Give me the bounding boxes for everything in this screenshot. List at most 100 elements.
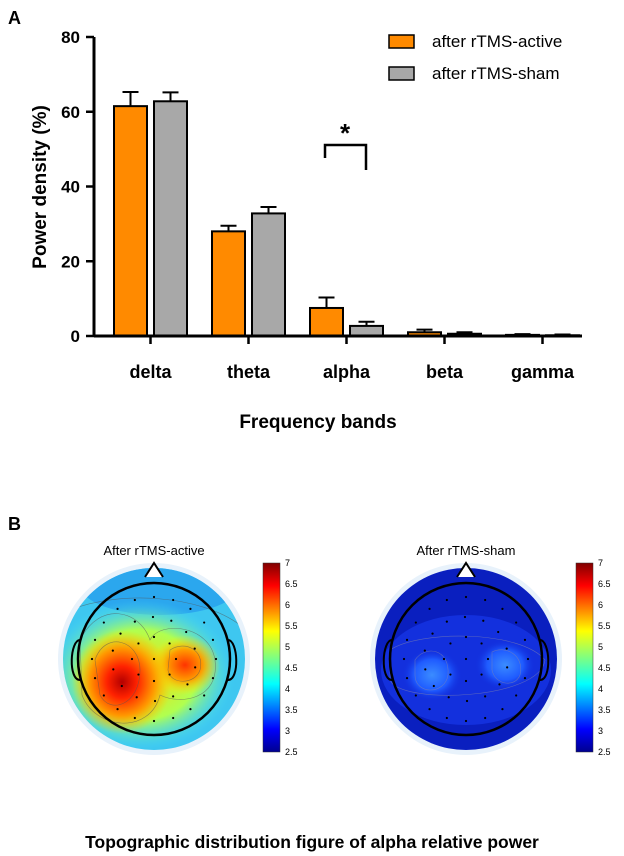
error-bar-theta-active	[220, 224, 237, 232]
colorbar-tick-label: 6.5	[285, 579, 298, 589]
electrode-dot	[515, 621, 518, 624]
bar-alpha-sham	[349, 324, 384, 338]
electrode-dot	[111, 649, 114, 652]
error-bar-beta-active	[416, 328, 433, 333]
legend-label-sham: after rTMS-sham	[432, 64, 560, 83]
colorbar-tick-label: 6	[285, 600, 290, 610]
electrode-dot	[172, 716, 175, 720]
electrode-dot	[424, 668, 427, 671]
colorbar-tick-label: 7	[285, 558, 290, 568]
bar-theta-active	[211, 230, 246, 338]
bar-theta-sham	[251, 212, 286, 337]
electrode-dot	[405, 638, 409, 641]
colorbar-tick-label: 3.5	[598, 705, 611, 715]
electrode-dot	[464, 679, 468, 683]
colorbar-tick-label: 5	[598, 642, 603, 652]
x-axis-label: Frequency bands	[239, 412, 396, 433]
colorbar-tick-label: 2.5	[598, 747, 611, 757]
x-tick-label-gamma: gamma	[511, 362, 575, 382]
electrode-dot	[203, 694, 206, 697]
electrode-dot	[432, 684, 435, 688]
electrode-dot	[152, 679, 156, 683]
electrode-dot	[151, 615, 155, 619]
electrode-dot	[442, 657, 446, 661]
electrode-dot	[193, 647, 196, 650]
x-tick-label-alpha: alpha	[323, 362, 371, 382]
electrode-dot	[523, 677, 527, 680]
electrode-dot	[414, 694, 417, 697]
electrode-dot	[174, 657, 178, 661]
electrode-dot	[211, 677, 215, 680]
electrode-dot	[152, 635, 156, 639]
electrode-dot	[486, 657, 490, 661]
colorbar-tick-label: 5.5	[598, 621, 611, 631]
bar-delta-active	[113, 105, 148, 337]
electrode-dot	[116, 708, 119, 711]
x-tick-label-delta: delta	[129, 362, 172, 382]
x-tick-label-beta: beta	[426, 362, 464, 382]
electrode-dot	[445, 598, 448, 602]
electrode-dot	[133, 620, 136, 623]
significance-bracket	[323, 143, 368, 170]
electrode-dot	[152, 657, 156, 661]
figure-caption: Topographic distribution figure of alpha…	[85, 832, 539, 852]
electrode-dot	[112, 668, 115, 671]
panel-a-label: A	[8, 8, 21, 28]
electrode-dot	[211, 638, 215, 641]
legend-swatch-sham	[388, 66, 415, 81]
electrode-dot	[186, 683, 189, 686]
electrode-dot	[414, 621, 417, 624]
electrode-dot	[523, 638, 527, 641]
topomap-sham	[370, 561, 562, 755]
colorbar-sham	[575, 562, 594, 753]
electrode-dot	[480, 642, 483, 645]
electrode-dot	[480, 673, 483, 676]
electrode-dot	[119, 632, 122, 635]
topomap-title-sham: After rTMS-sham	[417, 543, 516, 558]
electrode-dot	[203, 621, 206, 624]
error-bar-beta-sham	[456, 331, 473, 334]
electrode-dot	[484, 716, 487, 720]
electrode-dot	[431, 632, 434, 635]
electrode-dot	[402, 657, 406, 661]
electrode-dot	[93, 677, 97, 680]
electrode-dot	[133, 716, 136, 720]
electrode-dot	[464, 657, 468, 661]
electrode-dot	[130, 657, 134, 661]
significance-star: *	[340, 118, 351, 148]
error-bar-theta-sham	[260, 206, 277, 214]
error-bar-delta-active	[122, 90, 139, 107]
electrode-dot	[463, 615, 467, 619]
electrode-dot	[498, 683, 501, 686]
electrode-dot	[447, 696, 450, 699]
colorbar-active	[262, 562, 281, 753]
error-bar-alpha-sham	[358, 320, 375, 326]
electrode-dot	[464, 719, 468, 723]
colorbar-tick-label: 4.5	[598, 663, 611, 673]
y-axis-label: Power density (%)	[30, 105, 51, 269]
electrode-dot	[120, 684, 123, 688]
colorbar-tick-label: 4.5	[285, 663, 298, 673]
electrode-dot	[135, 696, 138, 699]
y-tick-label: 40	[61, 178, 80, 197]
electrode-dot	[102, 621, 105, 624]
electrode-dot	[428, 607, 431, 610]
electrode-dot	[189, 607, 192, 610]
bar-chart: 0 20 40 60 80 delta theta alpha beta gamma Power…	[30, 28, 582, 433]
colorbar-tick-label: 3	[598, 726, 603, 736]
y-tick-label: 80	[61, 28, 80, 47]
colorbar-tick-label: 5	[285, 642, 290, 652]
electrode-dot	[515, 694, 518, 697]
electrode-dot	[526, 657, 530, 661]
electrode-dot	[152, 719, 156, 723]
electrode-dot	[168, 642, 171, 645]
y-tick-label: 0	[71, 327, 80, 346]
electrode-dot	[93, 638, 97, 641]
electrode-dot	[185, 630, 188, 634]
panel-b-label: B	[8, 514, 21, 534]
colorbar-tick-label: 7	[598, 558, 603, 568]
colorbar-tick-label: 3.5	[285, 705, 298, 715]
electrode-dot	[153, 699, 157, 703]
colorbar-tick-label: 6.5	[598, 579, 611, 589]
electrode-dot	[501, 607, 504, 610]
